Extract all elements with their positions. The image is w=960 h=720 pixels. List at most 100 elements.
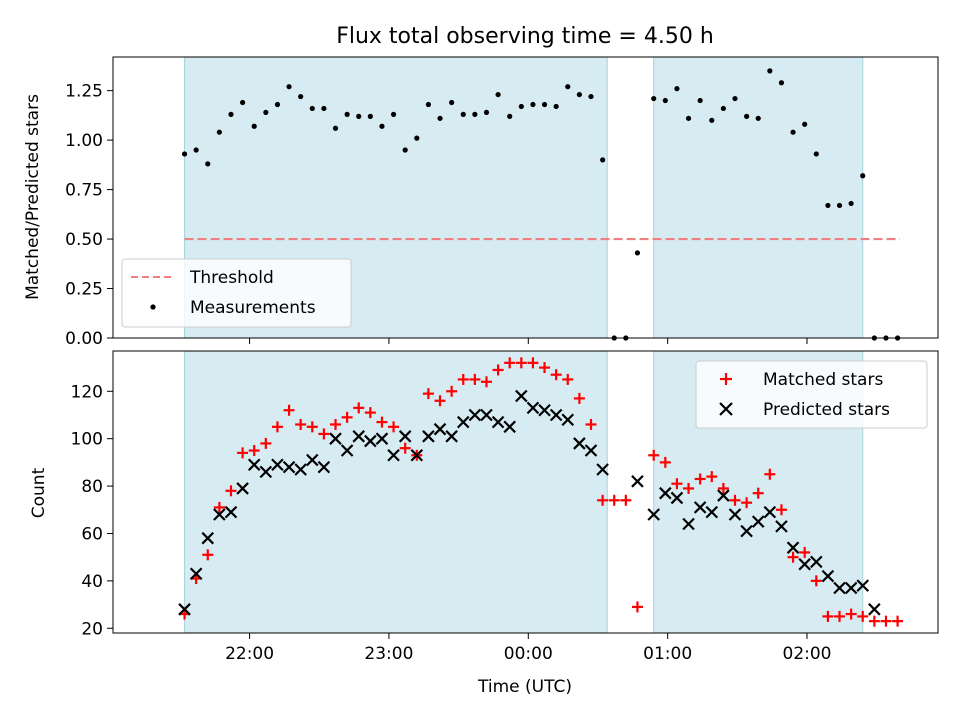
matched-star-point — [573, 392, 585, 404]
matched-star-point — [504, 357, 516, 369]
cross-stroke — [798, 557, 811, 571]
cross-stroke — [631, 475, 644, 488]
cross-stroke — [503, 420, 516, 434]
predicted-star-point — [189, 567, 203, 581]
measurement-point — [228, 111, 234, 117]
predicted-star-point — [751, 515, 765, 528]
predicted-star-point — [538, 403, 551, 417]
measurement-point — [732, 95, 738, 102]
top-y-axis-label: Matched/Predicted stars — [23, 94, 43, 300]
y-tick-label: 0.00 — [65, 329, 103, 349]
matched-star-point — [787, 551, 799, 563]
measurement-point — [298, 93, 304, 100]
matched-star-point — [880, 615, 892, 627]
top-y-axis: 0.00 0.25 0.50 0.75 1.00 1.25 — [65, 82, 113, 349]
matched-star-point — [648, 449, 660, 461]
legend-measurements-swatch — [150, 304, 156, 310]
measurement-point — [263, 109, 269, 116]
measurement-point — [825, 202, 831, 209]
measurement-point — [507, 113, 513, 119]
measurement-point — [367, 113, 373, 119]
matched-star-point — [671, 478, 683, 490]
measurement-point — [216, 129, 222, 135]
cross-stroke — [659, 486, 672, 500]
matched-star-point — [892, 615, 904, 627]
measurement-point — [449, 99, 455, 106]
legend-threshold-label: Threshold — [189, 268, 274, 288]
measurement-point — [744, 113, 750, 119]
top-x-ticks — [249, 338, 808, 344]
cross-stroke — [833, 581, 846, 595]
predicted-star-point — [821, 569, 835, 583]
cross-stroke — [352, 430, 366, 443]
cross-stroke — [306, 453, 319, 467]
matched-star-point — [608, 494, 620, 506]
measurement-point — [402, 147, 408, 153]
cross-stroke — [596, 463, 609, 476]
matched-star-point — [550, 369, 562, 381]
cross-stroke — [682, 517, 695, 531]
measurement-point — [848, 200, 854, 207]
predicted-star-point — [682, 517, 695, 531]
predicted-star-point — [282, 460, 296, 474]
measurement-point — [472, 111, 478, 117]
cross-stroke — [751, 515, 765, 528]
measurement-point — [697, 97, 703, 104]
cross-stroke — [573, 437, 586, 450]
measurement-point — [460, 111, 466, 117]
measurement-point — [541, 101, 548, 108]
cross-stroke — [329, 432, 342, 445]
matched-star-point — [248, 445, 260, 457]
matched-star-point — [597, 494, 609, 506]
predicted-star-point — [515, 389, 528, 403]
measurement-point — [836, 202, 843, 209]
cross-stroke — [271, 458, 284, 472]
y-tick-label: 60 — [81, 524, 103, 544]
cross-stroke — [259, 465, 273, 479]
chart-title: Flux total observing time = 4.50 h — [336, 24, 714, 49]
y-tick-label: 1.00 — [65, 131, 103, 151]
predicted-star-point — [740, 524, 753, 538]
matched-star-point — [225, 485, 237, 497]
measurement-point — [344, 111, 350, 117]
shaded-region — [653, 57, 863, 338]
cross-stroke — [213, 508, 226, 521]
predicted-star-point — [352, 430, 366, 443]
predicted-star-point — [433, 422, 447, 436]
matched-star-point — [388, 421, 400, 433]
bottom-y-axis: 20 40 60 80 100 120 — [71, 382, 113, 639]
matched-star-point — [283, 404, 295, 416]
x-tick-label: 01:00 — [643, 644, 692, 664]
cross-stroke — [178, 603, 191, 616]
predicted-star-point — [659, 486, 672, 500]
predicted-star-point — [670, 491, 684, 505]
cross-stroke — [561, 413, 575, 427]
predicted-star-point — [584, 444, 598, 457]
y-tick-label: 20 — [81, 619, 103, 639]
bottom-shaded-regions — [184, 351, 864, 633]
matched-star-point — [822, 610, 834, 622]
cross-stroke — [398, 430, 412, 443]
predicted-star-point — [340, 444, 354, 457]
matched-star-point — [399, 442, 411, 454]
measurement-point — [651, 95, 657, 102]
predicted-star-point — [705, 505, 719, 519]
measurement-point — [553, 103, 559, 110]
predicted-star-point — [503, 420, 516, 434]
measurement-point — [674, 86, 680, 92]
matched-star-point — [741, 497, 753, 509]
predicted-star-point — [596, 463, 609, 476]
y-tick-label: 1.25 — [65, 82, 103, 102]
measurement-point — [193, 147, 199, 153]
predicted-star-point — [375, 432, 389, 445]
matched-star-point — [631, 601, 643, 613]
matched-star-point — [729, 494, 741, 506]
legend-measurements-label: Measurements — [190, 298, 316, 318]
predicted-star-point — [201, 531, 215, 545]
bottom-legend: Matched stars Predicted stars — [695, 360, 928, 429]
measurement-point — [755, 115, 761, 121]
x-tick-label: 22:00 — [225, 644, 274, 664]
matched-star-point — [353, 402, 365, 414]
measurement-point — [767, 68, 773, 74]
